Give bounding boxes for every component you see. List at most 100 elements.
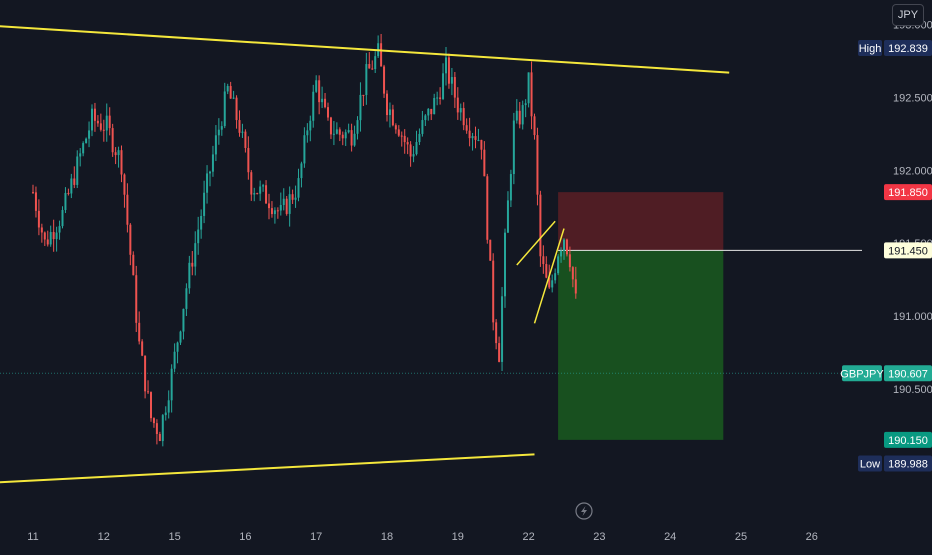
candle-body xyxy=(551,280,554,288)
candle-body xyxy=(126,194,129,225)
candle-body xyxy=(560,250,563,257)
candle-body xyxy=(524,103,527,106)
candle-body xyxy=(217,129,220,136)
low-tag-box xyxy=(858,455,882,472)
symbol-value: 190.607 xyxy=(888,368,928,380)
take-profit-zone[interactable] xyxy=(558,250,724,440)
candle-body xyxy=(96,120,99,124)
candle-body xyxy=(52,232,55,240)
candle-body xyxy=(185,288,188,309)
candle-body xyxy=(288,194,291,214)
candle-body xyxy=(43,232,46,240)
candle-body xyxy=(433,98,436,115)
candle-body xyxy=(335,129,338,134)
candle-body xyxy=(465,125,468,131)
candle-body xyxy=(492,260,495,323)
candle-body xyxy=(200,215,203,230)
candle-body xyxy=(294,197,297,200)
candle-body xyxy=(568,254,571,268)
candle-body xyxy=(554,273,557,281)
candle-body xyxy=(380,43,383,67)
candle-body xyxy=(105,115,108,131)
x-tick-label: 11 xyxy=(27,531,38,543)
candle-body xyxy=(235,97,238,121)
candle-body xyxy=(276,210,279,212)
candle-body xyxy=(179,331,182,343)
candle-body xyxy=(383,66,386,94)
candle-body xyxy=(67,192,70,194)
high-tag-box xyxy=(858,40,882,57)
candle-body xyxy=(332,133,335,135)
entry-price-value: 191.450 xyxy=(888,245,928,257)
candle-body xyxy=(430,108,433,115)
candle-body xyxy=(82,143,85,154)
candle-body xyxy=(515,110,518,121)
candle-body xyxy=(400,135,403,137)
candle-body xyxy=(356,120,359,134)
candle-body xyxy=(40,227,43,233)
candle-body xyxy=(161,415,164,442)
candle-body xyxy=(445,57,447,74)
candle-body xyxy=(574,279,577,294)
lightning-bolt-icon[interactable] xyxy=(575,502,593,520)
candle-body xyxy=(397,129,400,136)
currency-selector[interactable]: JPY xyxy=(892,4,924,26)
symbol-tag: GBPJPY xyxy=(840,368,884,380)
high-value: 192.839 xyxy=(888,43,928,55)
candle-body xyxy=(191,262,194,267)
candle-body xyxy=(309,120,312,131)
candle-body xyxy=(571,267,574,280)
candle-body xyxy=(34,192,37,211)
candle-body xyxy=(76,156,79,185)
candle-body xyxy=(211,154,214,172)
candle-body xyxy=(241,131,244,133)
candle-body xyxy=(421,120,424,134)
stop-loss-zone[interactable] xyxy=(558,192,724,251)
candle-body xyxy=(533,116,536,136)
candle-body xyxy=(244,131,247,149)
candle-body xyxy=(247,148,250,173)
entry-price-box xyxy=(884,242,932,259)
candle-body xyxy=(93,108,96,121)
wedge-lower-line[interactable] xyxy=(533,228,565,324)
candle-body xyxy=(424,115,427,121)
candle-body xyxy=(347,130,350,133)
candle-body xyxy=(262,185,265,187)
candle-body xyxy=(439,97,442,99)
candle-body xyxy=(282,198,285,205)
candle-body xyxy=(188,262,191,289)
candle-body xyxy=(365,64,368,95)
candle-body xyxy=(220,126,223,130)
wedge-upper-line[interactable] xyxy=(516,220,556,266)
candle-body xyxy=(79,153,82,157)
candle-body xyxy=(545,264,548,278)
low-tag: Low xyxy=(860,458,880,470)
trend-lines[interactable] xyxy=(0,25,730,484)
candle-body xyxy=(315,80,318,92)
candle-body xyxy=(138,322,141,342)
lower-channel-line[interactable] xyxy=(0,453,535,484)
candle-body xyxy=(338,129,341,135)
candle-body xyxy=(279,204,282,211)
candle-body xyxy=(114,152,117,156)
candle-body xyxy=(504,232,506,297)
axis-ticks: 193.000192.500192.000191.500191.000190.5… xyxy=(27,20,932,543)
x-tick-label: 22 xyxy=(522,531,534,543)
candle-body xyxy=(214,135,217,155)
candle-body xyxy=(226,86,229,92)
candle-body xyxy=(123,174,126,195)
candle-body xyxy=(55,232,58,240)
candle-body xyxy=(450,77,453,84)
candle-body xyxy=(111,128,114,153)
stop-price-value: 191.850 xyxy=(888,187,928,199)
candle-body xyxy=(521,105,524,125)
candle-body xyxy=(300,163,303,179)
x-tick-label: 18 xyxy=(381,531,393,543)
candle-body xyxy=(418,133,421,143)
y-tick-label: 192.000 xyxy=(893,165,932,177)
candle-body xyxy=(548,277,551,288)
candle-body xyxy=(344,132,347,139)
upper-channel-line[interactable] xyxy=(0,25,730,74)
